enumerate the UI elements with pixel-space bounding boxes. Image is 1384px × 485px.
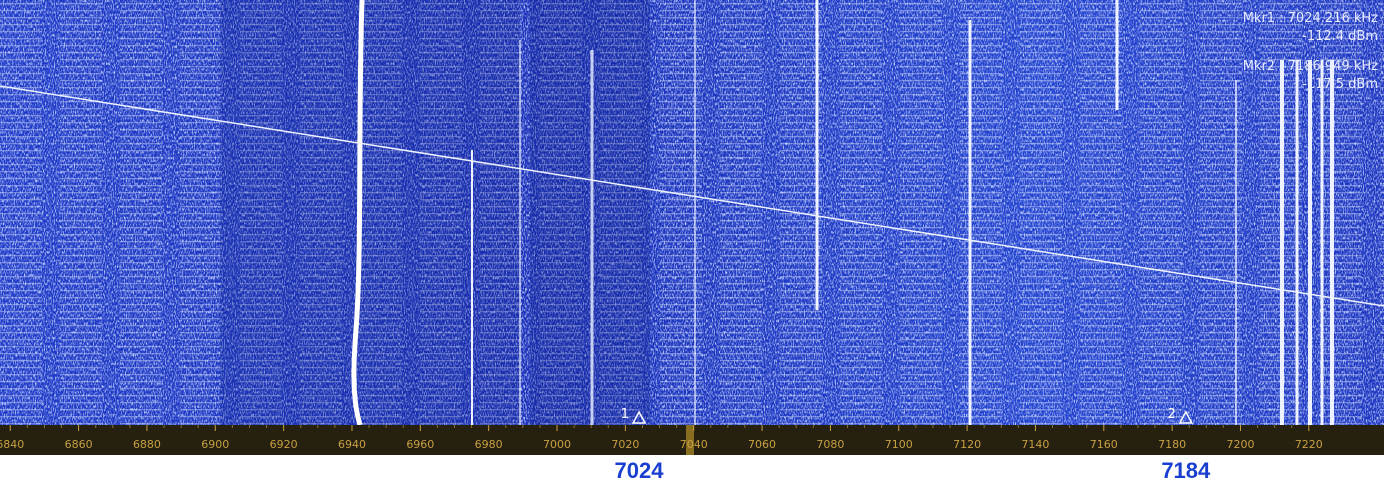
tick-label: 6980 [475, 438, 503, 451]
tick-label: 7000 [543, 438, 571, 451]
waterfall [0, 0, 1384, 426]
tick-label: 6860 [65, 438, 93, 451]
marker-readouts: Mkr1 : 7024.216 kHz -112.4 dBm Mkr2 : 7186… [1243, 11, 1378, 92]
tick-label: 7060 [748, 438, 776, 451]
marker-label: 2 [1168, 407, 1176, 422]
tick-label: 6920 [270, 438, 298, 451]
tick-label: 6880 [133, 438, 161, 451]
readout-frequency: Mkr2 : 7186.949 kHz [1243, 59, 1378, 74]
tick-label: 6960 [406, 438, 434, 451]
marker-triangle [1178, 410, 1194, 424]
frequency-axis: 6840 6860 6880 6900 6920 6940 6960 6980 7000 7020… [0, 425, 1323, 451]
readout-level: -117.5 dBm [1302, 77, 1378, 92]
tick-label: 6940 [338, 438, 366, 451]
tick-label: 7040 [680, 438, 708, 451]
tick-label: 7160 [1090, 438, 1118, 451]
tick-label: 7180 [1158, 438, 1186, 451]
tick-label: 6840 [0, 438, 24, 451]
tick-label: 7100 [885, 438, 913, 451]
readout-frequency: Mkr1 : 7024.216 kHz [1243, 11, 1378, 26]
marker-label: 1 [621, 407, 629, 422]
markers: 1 7024 2 7184 [615, 407, 1211, 483]
tick-label: 7080 [816, 438, 844, 451]
tick-label: 7020 [611, 438, 639, 451]
tick-label: 7220 [1295, 438, 1323, 451]
marker-frequency: 7184 [1161, 458, 1211, 483]
tick-label: 7140 [1021, 438, 1049, 451]
marker-frequency: 7024 [615, 458, 665, 483]
marker-triangle [631, 410, 647, 424]
readout-level: -112.4 dBm [1302, 29, 1378, 44]
tick-label: 6900 [201, 438, 229, 451]
center-marker [686, 425, 694, 455]
tick-label: 7120 [953, 438, 981, 451]
tick-label: 7200 [1226, 438, 1254, 451]
